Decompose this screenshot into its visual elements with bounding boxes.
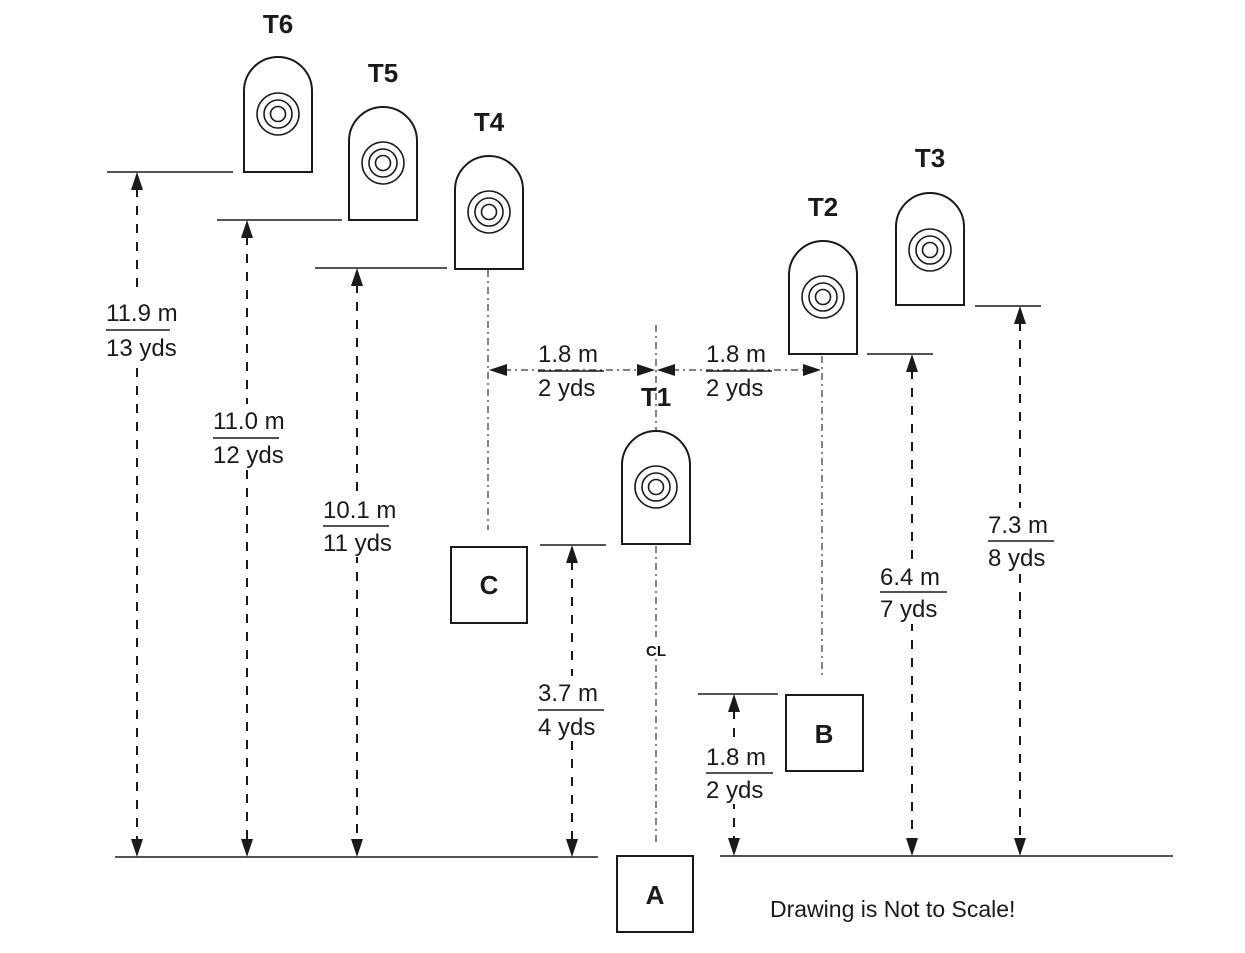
dimension-line-t1 (566, 545, 578, 857)
dimension-imperial: 7 yds (880, 596, 937, 623)
dimension-line-t5 (241, 220, 253, 857)
dimension-metric: 1.8 m (538, 341, 598, 368)
dimension-imperial: 12 yds (213, 442, 284, 469)
position-box-b: B (785, 694, 864, 772)
centerline-label: CL (646, 643, 666, 660)
target-t6 (243, 56, 313, 173)
dimension-imperial: 11 yds (323, 530, 392, 557)
offset-line-left (489, 364, 655, 376)
target-label-t1: T1 (641, 382, 671, 412)
dimension-label-t3: 7.3 m 8 yds (985, 508, 1061, 572)
position-label-c: C (480, 570, 499, 600)
position-label-b: B (815, 719, 834, 749)
dimension-label-t4: 10.1 m 11 yds (320, 493, 406, 557)
scale-note: Drawing is Not to Scale! (770, 896, 1015, 922)
target-t1 (621, 430, 691, 545)
dimension-imperial: 13 yds (106, 335, 177, 362)
dimension-imperial: 2 yds (706, 375, 763, 402)
target-label-t6: T6 (263, 9, 293, 39)
target-label-t4: T4 (474, 107, 505, 137)
dimension-imperial: 2 yds (706, 777, 763, 804)
dimension-imperial: 8 yds (988, 545, 1045, 572)
dimension-metric: 1.8 m (706, 744, 766, 771)
position-box-a: A (616, 855, 694, 933)
position-label-a: A (646, 880, 665, 910)
dimension-line-t6 (131, 172, 143, 857)
dimension-line-t3 (1014, 306, 1026, 856)
target-t2 (788, 240, 858, 355)
dimension-label-left-offset: 1.8 m 2 yds (538, 341, 604, 402)
dimension-line-t4 (351, 268, 363, 857)
dimension-metric: 11.0 m (213, 408, 285, 435)
target-t3 (895, 192, 965, 306)
target-label-t2: T2 (808, 192, 838, 222)
target-t4 (454, 155, 524, 270)
dimension-line-b (728, 694, 740, 856)
dimension-label-t6: 11.9 m 13 yds (103, 296, 189, 362)
position-box-c: C (450, 546, 528, 624)
dimension-label-right-offset: 1.8 m 2 yds (706, 341, 772, 402)
dimension-label-t5: 11.0 m 12 yds (209, 404, 295, 469)
dimension-metric: 1.8 m (706, 341, 766, 368)
dimension-metric: 10.1 m (323, 497, 396, 524)
dimension-label-t1: 3.7 m 4 yds (534, 676, 610, 741)
offset-line-right (657, 364, 821, 376)
dimension-imperial: 4 yds (538, 714, 595, 741)
target-t5 (348, 106, 418, 221)
target-label-t5: T5 (368, 58, 398, 88)
target-label-t3: T3 (915, 143, 945, 173)
dimension-metric: 3.7 m (538, 680, 598, 707)
dimension-metric: 6.4 m (880, 564, 940, 591)
dimension-metric: 7.3 m (988, 512, 1048, 539)
dimension-imperial: 2 yds (538, 375, 595, 402)
dimension-label-t2: 6.4 m 7 yds (877, 560, 953, 624)
dimension-metric: 11.9 m (106, 300, 178, 327)
dimension-label-b: 1.8 m 2 yds (702, 740, 778, 804)
